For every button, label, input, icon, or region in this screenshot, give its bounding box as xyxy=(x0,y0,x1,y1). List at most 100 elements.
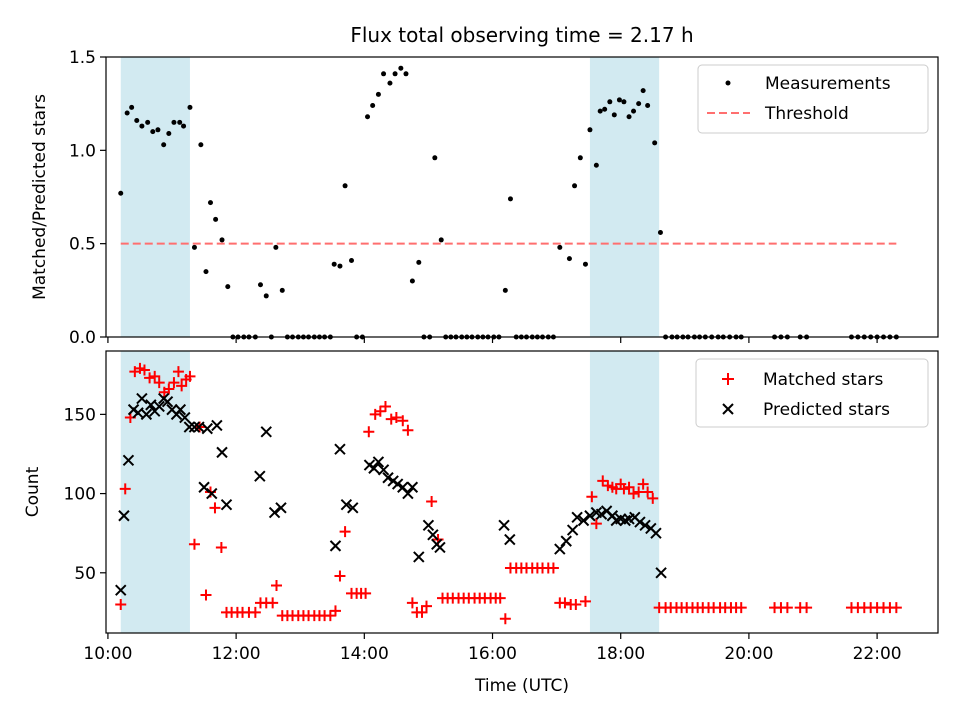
measurement-points xyxy=(118,65,899,340)
measurement-point xyxy=(593,162,599,168)
matched-star-point xyxy=(188,538,200,550)
measurement-point xyxy=(381,71,387,77)
predicted-star-point xyxy=(382,472,394,484)
measurement-point xyxy=(139,123,145,129)
matched-star-point xyxy=(329,605,341,617)
measurement-point xyxy=(403,71,409,77)
predicted-star-point xyxy=(560,535,572,547)
predicted-star-point xyxy=(201,422,213,435)
measurement-point xyxy=(273,244,279,250)
predicted-star-point xyxy=(554,543,566,555)
measurement-point xyxy=(507,196,513,202)
predicted-star-point xyxy=(584,510,596,522)
predicted-star-point xyxy=(334,443,346,455)
measurement-point xyxy=(611,112,617,118)
predicted-star-point xyxy=(179,411,191,424)
measurement-point xyxy=(640,88,646,94)
measurement-point xyxy=(166,131,172,137)
predicted-star-point xyxy=(220,498,233,511)
plot-frame xyxy=(105,350,939,634)
measurement-point xyxy=(607,99,613,105)
y-axis-label: Matched/Predicted stars xyxy=(30,94,50,300)
measurement-point xyxy=(124,110,130,116)
measurement-point xyxy=(257,282,263,288)
predicted-star-point xyxy=(402,487,414,500)
matched-star-point xyxy=(379,400,391,412)
matched-star-point xyxy=(494,592,506,604)
x-tick-label: 12:00 xyxy=(212,644,261,664)
predicted-star-point xyxy=(427,529,439,541)
matched-star-point xyxy=(271,579,283,591)
predicted-star-point xyxy=(136,392,148,405)
measurement-point xyxy=(409,278,415,284)
measurement-point xyxy=(631,108,637,114)
matched-star-point xyxy=(890,602,902,614)
predicted-star-point xyxy=(188,421,201,433)
predicted-star-point xyxy=(153,400,165,413)
shaded-intervals xyxy=(120,351,660,633)
x-tick-label: 16:00 xyxy=(468,644,517,664)
measurement-point xyxy=(150,129,156,135)
legend-box xyxy=(695,358,929,428)
measurement-point xyxy=(342,183,348,189)
measurement-point xyxy=(198,142,204,148)
legend-label-predicted: Predicted stars xyxy=(763,400,890,420)
predicted-star-point xyxy=(391,478,404,490)
x-tick-label: 20:00 xyxy=(724,644,773,664)
y-tick-label: 1.5 xyxy=(69,48,96,68)
measurement-point xyxy=(636,101,642,107)
measurement-point xyxy=(370,103,376,109)
matched-star-point xyxy=(163,383,175,395)
matched-star-point xyxy=(267,597,279,609)
measurement-point xyxy=(502,287,508,293)
matched-star-point xyxy=(590,518,602,530)
y-axis-ticks: 0.0 0.5 1.0 1.5 xyxy=(69,48,106,348)
measurement-point xyxy=(263,293,269,299)
matched-star-point xyxy=(647,492,659,504)
predicted-star-point xyxy=(206,487,218,500)
matched-star-point xyxy=(426,496,438,508)
predicted-star-point xyxy=(368,462,380,474)
matched-stars-points xyxy=(115,362,902,625)
measurement-point xyxy=(438,237,444,243)
predicted-star-point xyxy=(183,421,196,433)
measurement-point xyxy=(387,80,393,86)
matched-star-point xyxy=(420,600,432,612)
matched-star-point xyxy=(168,377,180,389)
predicted-star-point xyxy=(571,511,583,524)
predicted-star-point xyxy=(347,502,359,514)
y-tick-label: 150 xyxy=(64,405,96,425)
plot-frame xyxy=(105,56,939,338)
matched-star-point xyxy=(184,370,196,382)
shaded-intervals xyxy=(120,57,660,337)
matched-star-point xyxy=(138,364,150,376)
matched-star-point xyxy=(115,598,127,610)
measurement-point xyxy=(129,104,135,110)
y-tick-label: 0.0 xyxy=(69,328,96,348)
measurement-point xyxy=(203,269,209,275)
matched-star-point xyxy=(390,412,402,424)
legend-marker-matched xyxy=(722,373,734,385)
matched-star-point xyxy=(642,486,654,498)
y-tick-label: 50 xyxy=(74,564,96,584)
matched-star-point xyxy=(397,415,409,427)
measurement-point xyxy=(626,114,632,120)
legend-marker-predicted xyxy=(722,403,734,415)
measurement-point xyxy=(645,103,651,109)
matched-star-point xyxy=(374,405,386,417)
predicted-star-point xyxy=(577,514,590,527)
matched-star-point xyxy=(402,424,414,436)
predicted-star-point xyxy=(254,470,266,482)
chart-title: Flux total observing time = 2.17 h xyxy=(350,23,693,47)
predicted-star-point xyxy=(260,426,272,438)
x-tick-label: 10:00 xyxy=(83,644,132,664)
measurement-point xyxy=(348,257,354,263)
matched-star-point xyxy=(209,502,221,514)
measurement-point xyxy=(582,261,588,267)
x-axis-ticks: 10:00 12:00 14:00 16:00 18:00 20:00 22:00 xyxy=(83,633,902,664)
measurement-point xyxy=(597,108,603,114)
matched-star-point xyxy=(200,589,212,601)
predicted-star-point xyxy=(422,519,435,531)
matched-star-point xyxy=(801,602,813,614)
